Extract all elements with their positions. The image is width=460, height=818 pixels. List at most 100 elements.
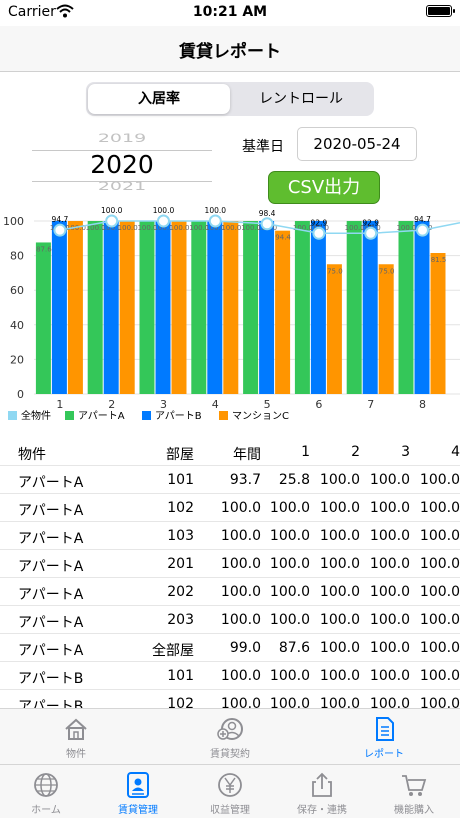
reference-date-field[interactable]: 2020-05-24 — [297, 127, 417, 161]
bar-アパートA-5 — [243, 221, 259, 394]
table-row: アパートA 201 100.0 100.0 100.0 100.0 100.0 — [0, 550, 460, 578]
table-cell: 102 — [167, 696, 194, 708]
table-row: アパートB 101 100.0 100.0 100.0 100.0 100.0 — [0, 662, 460, 690]
table-cell: 100.0 — [220, 500, 261, 516]
yen-icon — [216, 771, 244, 799]
table-cell: 100.0 — [319, 612, 360, 628]
bar-value-label: 100.0 — [221, 224, 241, 232]
main-tab-0[interactable]: ホーム — [0, 765, 92, 816]
bar-マンションC-2 — [119, 221, 135, 394]
table-cell: 87.6 — [278, 640, 310, 656]
bar-value-label: 81.5 — [431, 256, 447, 264]
bar-アパートA-7 — [346, 221, 362, 394]
table-cell: 全部屋 — [152, 643, 194, 659]
table-cell: 100.0 — [319, 472, 360, 488]
table-row: アパートA 202 100.0 100.0 100.0 100.0 100.0 — [0, 578, 460, 606]
table-cell: 202 — [167, 584, 194, 600]
line-point — [260, 217, 274, 231]
table-cell: 93.7 — [229, 472, 261, 488]
line-point — [53, 223, 67, 237]
table-cell: 3 — [401, 444, 410, 460]
tab-label: 物件 — [66, 749, 86, 760]
line-point — [105, 214, 119, 228]
legend-label: マンションC — [232, 411, 289, 422]
table-cell: 100.0 — [369, 612, 410, 628]
table-cell: 102 — [167, 500, 194, 516]
table-cell: アパートA — [18, 643, 84, 659]
table-cell: 1 — [301, 444, 310, 460]
bar-マンションC-4 — [223, 221, 239, 394]
year-picker-selected[interactable]: 2020 — [90, 150, 154, 179]
reference-date-label: 基準日 — [242, 139, 284, 155]
line-point — [364, 226, 378, 240]
tab-label: 機能購入 — [394, 805, 434, 816]
table-cell: 100.0 — [220, 668, 261, 684]
table-cell: 25.8 — [278, 472, 310, 488]
bar-アパートA-1 — [35, 242, 51, 394]
sub-tab-bar: 物件 賃貸契約 レポート — [0, 708, 460, 764]
legend-label: アパートA — [78, 410, 125, 422]
x-tick-label: 3 — [160, 398, 167, 411]
csv-export-button[interactable]: CSV出力 — [268, 171, 380, 204]
bar-アパートA-2 — [87, 221, 103, 394]
bar-value-label: 100.0 — [293, 224, 313, 232]
main-tab-1[interactable]: 賃貸管理 — [92, 765, 184, 816]
x-tick-label: 8 — [419, 398, 426, 411]
table-row: アパートB 102 100.0 100.0 100.0 100.0 100.0 — [0, 690, 460, 708]
table-cell: 100.0 — [369, 696, 410, 708]
table-cell: 100.0 — [319, 528, 360, 544]
table-cell: アパートA — [18, 475, 84, 491]
sub-tab-0[interactable]: 物件 — [26, 709, 126, 760]
picker-divider — [32, 150, 212, 151]
legend-swatch — [8, 411, 17, 420]
battery-icon — [426, 5, 455, 17]
person-add-icon — [216, 715, 244, 743]
year-picker[interactable]: 2019 2020 2021 — [32, 132, 212, 194]
table-cell: 100.0 — [419, 500, 460, 516]
table-cell: 4 — [451, 444, 460, 460]
year-picker-next[interactable]: 2021 — [97, 180, 147, 194]
year-picker-previous[interactable]: 2019 — [97, 132, 147, 146]
sub-tab-1[interactable]: 賃貸契約 — [180, 709, 280, 760]
x-tick-label: 2 — [108, 398, 115, 411]
bar-value-label: 100.0 — [86, 224, 106, 232]
x-tick-label: 7 — [367, 398, 374, 411]
line-value-label: 100.0 — [153, 206, 175, 215]
line-value-label: 98.4 — [259, 209, 276, 218]
table-cell: 物件 — [18, 447, 46, 463]
bar-マンションC-1 — [67, 221, 83, 394]
table-cell: アパートB — [18, 699, 84, 708]
table-cell: 201 — [167, 556, 194, 572]
legend-swatch — [65, 411, 74, 420]
sub-tab-2[interactable]: レポート — [334, 709, 434, 760]
table-header-row: 物件 部屋 年間 1 2 3 4 — [0, 438, 460, 466]
table-cell: 100.0 — [369, 528, 410, 544]
bar-アパートB-6 — [310, 221, 326, 394]
page-title: 賃貸レポート — [179, 42, 281, 62]
picker-divider — [32, 181, 212, 182]
tab-label: 賃貸契約 — [210, 749, 250, 760]
table-cell: 100.0 — [220, 528, 261, 544]
table-cell: 100.0 — [369, 584, 410, 600]
line-全物件 — [59, 220, 423, 235]
legend-label: アパートB — [155, 410, 202, 422]
segment-rent-roll[interactable]: レントロール — [259, 91, 343, 107]
line-point — [416, 223, 429, 237]
table-cell: 100.0 — [419, 668, 460, 684]
main-tab-2[interactable]: 収益管理 — [184, 765, 276, 816]
line-point — [157, 214, 170, 228]
cart-icon — [400, 771, 428, 799]
bar-value-label: 100.0 — [189, 224, 209, 232]
main-tab-4[interactable]: 機能購入 — [368, 765, 460, 816]
bar-value-label: 75.0 — [379, 267, 395, 275]
table-cell: 101 — [167, 472, 194, 488]
segment-occupancy-rate[interactable]: 入居率 — [88, 84, 230, 114]
bar-value-label: 100.0 — [345, 224, 365, 232]
report-type-segmented-control[interactable]: 入居率 レントロール — [86, 82, 374, 116]
bar-マンションC-8 — [430, 253, 446, 394]
table-cell: アパートA — [18, 559, 84, 575]
table-cell: 100.0 — [269, 584, 310, 600]
table-cell: アパートA — [18, 503, 84, 519]
table-cell: 100.0 — [419, 556, 460, 572]
main-tab-3[interactable]: 保存・連携 — [276, 765, 368, 816]
